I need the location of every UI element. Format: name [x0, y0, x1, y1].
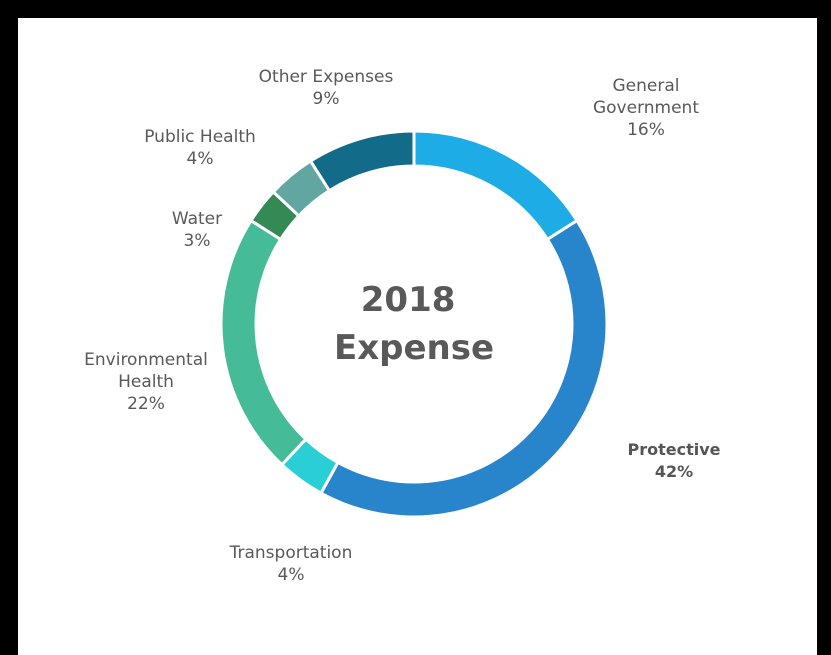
chart-title-line: 2018: [361, 280, 456, 320]
data-label-value: 22%: [127, 394, 165, 414]
data-label-value: 4%: [278, 565, 305, 585]
chart-title-line: Expense: [334, 328, 494, 368]
data-label-name: Government: [593, 98, 699, 118]
data-label-name: Water: [172, 209, 222, 229]
data-label-value: 42%: [655, 462, 693, 481]
data-label-name: Transportation: [229, 543, 353, 563]
slice-protective: [318, 218, 609, 519]
data-label-value: 9%: [313, 89, 340, 109]
data-label-protective: Protective 42%: [627, 440, 720, 481]
data-label-name: General: [613, 76, 680, 96]
data-label-general-government: General Government 16%: [593, 76, 699, 140]
data-label-transportation: Transportation 4%: [229, 543, 353, 585]
slices-layer: [219, 129, 609, 519]
data-label-name: Protective: [627, 440, 720, 459]
slice-general-government: [412, 129, 580, 242]
data-label-public-health: Public Health 4%: [144, 127, 256, 169]
chart-title: 2018 Expense: [334, 280, 494, 368]
data-label-value: 16%: [627, 120, 665, 140]
data-label-environmental-health: Environmental Health 22%: [84, 350, 208, 414]
data-label-name: Health: [118, 372, 174, 392]
slice-other-expenses: [308, 129, 416, 193]
data-label-value: 3%: [184, 231, 211, 251]
data-label-name: Other Expenses: [259, 67, 394, 87]
data-label-other-expenses: Other Expenses 9%: [259, 67, 394, 109]
data-label-name: Environmental: [84, 350, 208, 370]
data-label-water: Water 3%: [172, 209, 222, 251]
data-label-value: 4%: [187, 149, 214, 169]
slice-environmental-health: [219, 218, 308, 467]
data-label-name: Public Health: [144, 127, 256, 147]
labels-layer: General Government 16% Protective 42% Transpo…: [84, 67, 721, 585]
